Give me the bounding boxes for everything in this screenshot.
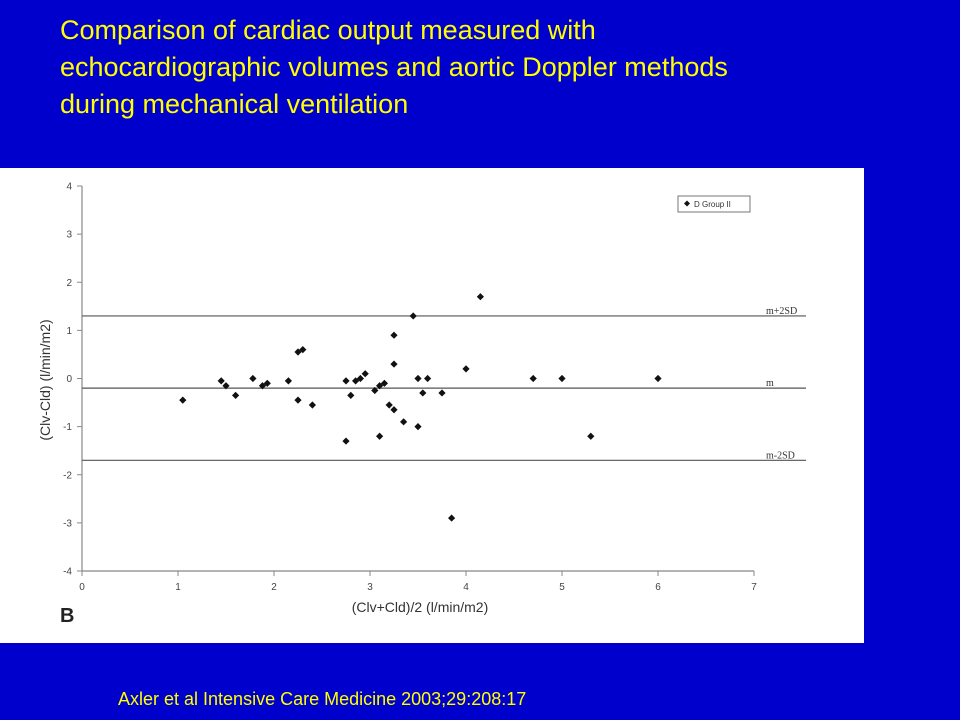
data-point: [258, 382, 267, 390]
x-tick-label: 3: [367, 582, 373, 593]
data-point: [294, 396, 302, 404]
data-point: [299, 346, 307, 354]
data-point: [476, 293, 484, 301]
axes-layer: 0 1 2 3 4 5 6 7 4 3 2 1 0 -1 -2 -3 -4: [63, 182, 757, 594]
data-point: [294, 348, 302, 356]
y-tick-label: 3: [66, 230, 72, 241]
data-point: [400, 418, 408, 426]
data-point: [376, 432, 384, 440]
data-point: [654, 374, 662, 383]
data-point: [263, 379, 271, 387]
data-point: [217, 377, 225, 385]
data-point: [352, 377, 360, 385]
x-tick-label: 0: [79, 582, 85, 593]
slide-title-line-2: echocardiographic volumes and aortic Dop…: [60, 52, 728, 82]
x-tick-label: 5: [559, 582, 565, 593]
y-tick-label: -2: [63, 470, 72, 481]
data-point: [558, 374, 566, 383]
y-axis-title: (Clv-Cld) (l/min/m2): [37, 319, 53, 440]
x-tick-label: 7: [751, 582, 757, 593]
x-axis-title: (Clv+Cld)/2 (l/min/m2): [352, 599, 489, 615]
data-point: [385, 401, 393, 409]
bland-altman-chart: 0 1 2 3 4 5 6 7 4 3 2 1 0 -1 -2 -3 -4 m+2SD m m-2SD D Grou…: [37, 182, 806, 627]
data-point: [390, 331, 398, 339]
legend-box: [677, 195, 751, 213]
data-points-layer: [179, 293, 662, 522]
data-point: [462, 365, 470, 373]
data-point: [347, 391, 355, 399]
data-point: [308, 401, 316, 409]
y-tick-label: 4: [66, 182, 72, 193]
data-point: [376, 382, 384, 390]
data-point: [284, 377, 292, 385]
reference-line-label: m+2SD: [766, 306, 797, 317]
y-tick-label: 1: [66, 326, 72, 337]
slide-title: Comparison of cardiac output measured wi…: [60, 12, 940, 123]
x-tick-label: 4: [463, 582, 469, 593]
x-tick-label: 2: [271, 582, 277, 593]
data-point: [371, 386, 379, 395]
citation: Axler et al Intensive Care Medicine 2003…: [118, 689, 527, 709]
panel-label: B: [60, 605, 74, 627]
data-point: [587, 432, 595, 440]
data-point: [419, 389, 427, 397]
data-point: [232, 391, 240, 399]
data-point: [356, 374, 364, 383]
data-point: [222, 382, 230, 390]
y-tick-label: -3: [63, 518, 72, 529]
slide-title-line-3: during mechanical ventilation: [60, 89, 409, 119]
data-point: [414, 423, 422, 431]
data-point: [342, 437, 350, 445]
data-point: [438, 389, 446, 397]
data-point: [390, 360, 398, 368]
chart-panel: 0 1 2 3 4 5 6 7 4 3 2 1 0 -1 -2 -3 -4 m+2SD m m-2SD D Grou…: [0, 168, 864, 643]
y-tick-label: 2: [66, 278, 72, 289]
data-point: [249, 374, 257, 383]
data-point: [179, 396, 187, 404]
data-point: [342, 377, 350, 385]
legend-marker-diamond: [684, 200, 690, 207]
data-point: [409, 312, 417, 320]
reference-lines-layer: m+2SD m m-2SD: [82, 306, 806, 461]
y-tick-label: 0: [66, 374, 72, 385]
slide-title-line-1: Comparison of cardiac output measured wi…: [60, 15, 596, 45]
data-point: [448, 514, 456, 522]
data-point: [529, 374, 537, 383]
legend-entry-label: D Group II: [694, 200, 731, 209]
y-tick-label: -4: [63, 567, 72, 578]
x-tick-label: 6: [655, 582, 661, 593]
data-point: [380, 379, 388, 387]
x-tick-label: 1: [175, 582, 181, 593]
data-point: [424, 374, 432, 383]
data-point: [361, 370, 369, 378]
y-tick-label: -1: [63, 422, 72, 433]
legend: D Group II: [677, 195, 751, 213]
data-point: [390, 406, 398, 414]
data-point: [414, 374, 422, 383]
reference-line-label: m: [766, 378, 774, 389]
reference-line-label: m-2SD: [766, 450, 795, 461]
